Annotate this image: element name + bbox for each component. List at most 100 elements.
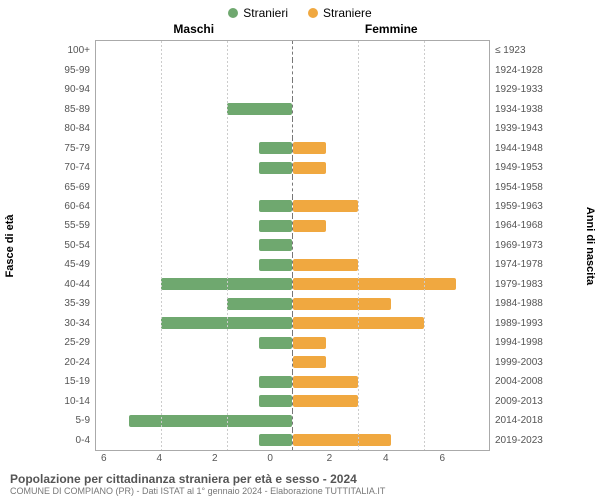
age-label: 5-9: [45, 415, 96, 426]
chart-area: Fasce di età Anni di nascita 100+≤ 19239…: [0, 40, 600, 451]
age-label: 10-14: [45, 396, 96, 407]
bar-female: [293, 337, 326, 349]
pyramid-row: 10-142009-2013: [96, 391, 489, 410]
plot-area: 100+≤ 192395-991924-192890-941929-193385…: [95, 40, 490, 451]
age-label: 0-4: [45, 435, 96, 446]
chart-subtitle: COMUNE DI COMPIANO (PR) - Dati ISTAT al …: [10, 486, 590, 496]
pyramid-row: 90-941929-1933: [96, 80, 489, 99]
year-label: 1924-1928: [489, 65, 555, 76]
age-label: 20-24: [45, 357, 96, 368]
legend-item-female: Straniere: [308, 6, 372, 20]
bar-female: [293, 278, 456, 290]
age-label: 50-54: [45, 240, 96, 251]
bar-male: [259, 200, 292, 212]
bar-female: [293, 356, 326, 368]
pyramid-row: 35-391984-1988: [96, 294, 489, 313]
legend: Stranieri Straniere: [0, 0, 600, 22]
bar-male: [259, 239, 292, 251]
age-label: 100+: [45, 45, 96, 56]
age-label: 65-69: [45, 182, 96, 193]
pyramid-row: 5-92014-2018: [96, 411, 489, 430]
age-label: 60-64: [45, 201, 96, 212]
year-label: 1964-1968: [489, 220, 555, 231]
year-label: 1999-2003: [489, 357, 555, 368]
pyramid-row: 45-491974-1978: [96, 255, 489, 274]
bar-female: [293, 142, 326, 154]
year-label: 2004-2008: [489, 376, 555, 387]
bar-male: [259, 142, 292, 154]
age-label: 45-49: [45, 259, 96, 270]
pyramid-row: 40-441979-1983: [96, 275, 489, 294]
bar-female: [293, 200, 358, 212]
age-label: 80-84: [45, 123, 96, 134]
bar-male: [259, 259, 292, 271]
year-label: 1959-1963: [489, 201, 555, 212]
year-label: 1974-1978: [489, 259, 555, 270]
age-label: 85-89: [45, 104, 96, 115]
y-axis-left-label: Fasce di età: [4, 214, 16, 277]
bar-male: [259, 434, 292, 446]
bar-female: [293, 298, 391, 310]
pyramid-row: 75-791944-1948: [96, 138, 489, 157]
bar-female: [293, 376, 358, 388]
bar-male: [259, 376, 292, 388]
year-label: 1994-1998: [489, 337, 555, 348]
legend-swatch-male: [228, 8, 238, 18]
bar-male: [259, 162, 292, 174]
bar-female: [293, 259, 358, 271]
year-label: 1944-1948: [489, 143, 555, 154]
chart-container: Stranieri Straniere Maschi Femmine Fasce…: [0, 0, 600, 500]
y-axis-right-label: Anni di nascita: [584, 206, 596, 284]
footer: Popolazione per cittadinanza straniera p…: [0, 466, 600, 500]
pyramid-row: 30-341989-1993: [96, 314, 489, 333]
x-axis: 6420 246: [0, 451, 600, 466]
pyramid-row: 15-192004-2008: [96, 372, 489, 391]
pyramid-row: 60-641959-1963: [96, 197, 489, 216]
year-label: 1969-1973: [489, 240, 555, 251]
x-tick: 4: [383, 453, 389, 464]
pyramid-row: 70-741949-1953: [96, 158, 489, 177]
x-tick: 6: [439, 453, 445, 464]
pyramid-row: 95-991924-1928: [96, 60, 489, 79]
age-label: 95-99: [45, 65, 96, 76]
pyramid-row: 85-891934-1938: [96, 99, 489, 118]
bar-female: [293, 434, 391, 446]
pyramid-row: 0-42019-2023: [96, 430, 489, 449]
pyramid-row: 100+≤ 1923: [96, 41, 489, 60]
age-label: 15-19: [45, 376, 96, 387]
year-label: 1949-1953: [489, 162, 555, 173]
year-label: 1984-1988: [489, 298, 555, 309]
bar-male: [129, 415, 292, 427]
year-label: 2014-2018: [489, 415, 555, 426]
age-label: 30-34: [45, 318, 96, 329]
pyramid-row: 55-591964-1968: [96, 216, 489, 235]
x-tick: 2: [327, 453, 333, 464]
bar-female: [293, 162, 326, 174]
age-label: 90-94: [45, 84, 96, 95]
x-tick: 4: [156, 453, 162, 464]
bar-male: [227, 103, 292, 115]
year-label: 1929-1933: [489, 84, 555, 95]
pyramid-row: 65-691954-1958: [96, 177, 489, 196]
pyramid-row: 80-841939-1943: [96, 119, 489, 138]
chart-title: Popolazione per cittadinanza straniera p…: [10, 472, 590, 486]
legend-swatch-female: [308, 8, 318, 18]
legend-item-male: Stranieri: [228, 6, 288, 20]
header-male: Maschi: [95, 22, 293, 36]
year-label: 1934-1938: [489, 104, 555, 115]
bar-male: [259, 220, 292, 232]
year-label: 2019-2023: [489, 435, 555, 446]
year-label: 2009-2013: [489, 396, 555, 407]
bar-male: [259, 337, 292, 349]
age-label: 35-39: [45, 298, 96, 309]
year-label: 1989-1993: [489, 318, 555, 329]
age-label: 75-79: [45, 143, 96, 154]
year-label: 1939-1943: [489, 123, 555, 134]
legend-label-female: Straniere: [323, 6, 372, 20]
bar-male: [259, 395, 292, 407]
age-label: 55-59: [45, 220, 96, 231]
x-tick: 6: [101, 453, 107, 464]
legend-label-male: Stranieri: [243, 6, 288, 20]
x-tick: 2: [212, 453, 218, 464]
bar-female: [293, 395, 358, 407]
